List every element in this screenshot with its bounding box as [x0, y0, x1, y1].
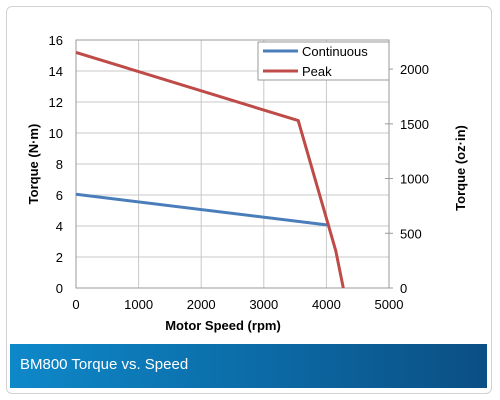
chart-caption-bar: BM800 Torque vs. Speed [10, 344, 487, 388]
y2-tick-label: 0 [400, 281, 407, 296]
x-axis-label: Motor Speed (rpm) [165, 318, 281, 333]
y-tick-label: 2 [56, 250, 63, 265]
grid [76, 40, 389, 288]
y-tick-label: 10 [49, 126, 63, 141]
y-axis-label: Torque (N·m) [26, 124, 41, 205]
series-lines [75, 50, 345, 289]
legend-label-peak: Peak [302, 64, 332, 79]
x-tick-label: 5000 [375, 297, 404, 312]
y-tick-label: 0 [56, 281, 63, 296]
legend: Continuous Peak [257, 41, 390, 81]
series-line-peak [75, 50, 345, 289]
x-tick-label: 1000 [124, 297, 153, 312]
y-tick-label: 8 [56, 157, 63, 172]
y2-tick-label: 1000 [400, 172, 429, 187]
y-tick-label: 14 [49, 64, 63, 79]
y2-tick-label: 500 [400, 226, 422, 241]
chart-caption: BM800 Torque vs. Speed [20, 356, 189, 373]
x-tick-label: 0 [72, 297, 79, 312]
x-tick-label: 4000 [312, 297, 341, 312]
y-tick-label: 12 [49, 95, 63, 110]
plot-area-frame [75, 39, 390, 289]
y2-tick-label: 2000 [400, 62, 429, 77]
y-tick-label: 4 [56, 219, 63, 234]
x-tick-label: 2000 [187, 297, 216, 312]
y2-axis-label: Torque (oz·in) [453, 125, 468, 211]
x-tick-label: 3000 [249, 297, 278, 312]
tick-labels: 0 1000 2000 3000 4000 50000246810121416050010… [49, 33, 429, 312]
y2-tick-label: 1500 [400, 117, 429, 132]
y-tick-label: 6 [56, 188, 63, 203]
y-tick-label: 16 [49, 33, 63, 48]
series-line-continuous [75, 192, 330, 227]
legend-label-continuous: Continuous [302, 44, 368, 59]
legend-box [257, 41, 390, 81]
